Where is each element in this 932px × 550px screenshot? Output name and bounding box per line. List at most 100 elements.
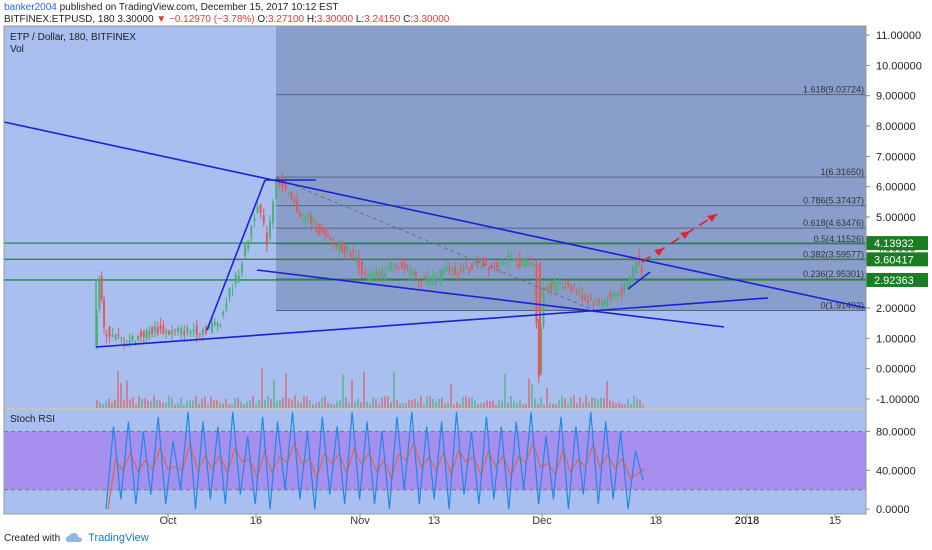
volume-bar	[207, 404, 209, 408]
volume-bar	[573, 395, 575, 408]
candle-body	[349, 254, 352, 259]
volume-bar	[636, 398, 638, 408]
volume-bar	[408, 400, 410, 408]
candle-body	[473, 260, 476, 265]
volume-bar	[237, 397, 239, 408]
price-badge-label: 4.13932	[874, 238, 914, 250]
candle-body	[189, 331, 192, 334]
candle-body	[406, 266, 409, 268]
trendline	[206, 179, 266, 331]
candle-body	[153, 325, 156, 332]
price-badge	[866, 272, 928, 287]
volume-bar	[306, 396, 308, 408]
candle-body	[275, 181, 278, 198]
candle-body	[128, 340, 131, 344]
y-tick-label: 11.00000	[876, 30, 921, 42]
volume-bar	[501, 400, 503, 408]
volume-bar	[111, 402, 113, 408]
candle-body	[114, 334, 117, 340]
fib-box	[276, 26, 866, 311]
candle-body	[459, 268, 462, 270]
candle-body	[340, 242, 343, 252]
volume-bar	[282, 397, 284, 408]
volume-bar	[384, 396, 386, 408]
volume-bar	[582, 402, 584, 408]
candle-body	[606, 297, 609, 301]
volume-bar	[564, 398, 566, 408]
candle-body	[389, 261, 392, 271]
candle-body	[428, 278, 431, 284]
candle-body	[139, 331, 142, 337]
volume-bar	[372, 397, 374, 408]
volume-bar	[420, 395, 422, 408]
candle-body	[540, 329, 543, 373]
volume-bar	[519, 399, 521, 408]
candle-body	[468, 268, 471, 271]
candle-body	[211, 322, 214, 333]
candle-body	[567, 282, 570, 286]
volume-bar	[462, 396, 464, 408]
volume-bar	[168, 395, 170, 408]
volume-bar	[576, 403, 578, 408]
volume-bar	[405, 402, 407, 408]
author-link[interactable]: banker2004	[4, 2, 57, 13]
candle-body	[521, 259, 524, 266]
volume-bar	[135, 404, 137, 408]
volume-bar	[561, 395, 563, 408]
volume-bar	[516, 403, 518, 408]
candle-body	[395, 264, 398, 269]
price-chart[interactable]: 1.618(9.03724) 1(6.31650) 0.786(5.37437) 0.…	[0, 0, 932, 530]
candle-body	[205, 326, 208, 334]
volume-bar	[489, 401, 491, 408]
x-tick-label: 2018	[735, 515, 759, 527]
candle-body	[231, 290, 234, 292]
volume-bar	[321, 397, 323, 408]
candle-body	[386, 266, 389, 268]
volume-bar	[579, 397, 581, 408]
volume-bar	[276, 401, 278, 408]
volume-bar	[432, 398, 434, 408]
y-tick-label: 10.00000	[876, 60, 922, 72]
candle-body	[142, 331, 145, 338]
candle-body	[544, 288, 547, 291]
candle-body	[628, 276, 631, 287]
candle-body	[542, 288, 545, 326]
candle-body	[360, 260, 363, 275]
candle-body	[259, 204, 262, 213]
volume-bar	[606, 380, 608, 408]
volume-bar	[162, 402, 164, 408]
candle-body	[137, 335, 140, 341]
candle-body	[329, 238, 332, 240]
volume-bar	[588, 401, 590, 408]
tradingview-brand[interactable]: TradingView	[88, 532, 149, 544]
candle-body	[352, 249, 355, 252]
volume-bar	[198, 403, 200, 408]
volume-bar	[129, 399, 131, 408]
volume-bar	[189, 400, 191, 408]
candle-body	[400, 262, 403, 268]
candle-body	[487, 267, 490, 270]
fib-level-label: 0.236(2.95301)	[803, 269, 864, 279]
volume-bar	[339, 400, 341, 408]
candle-body	[134, 341, 137, 343]
candle-body	[561, 285, 564, 289]
published-text: published on TradingView.com, December 1…	[59, 2, 339, 13]
candle-body	[192, 330, 195, 332]
volume-bar	[390, 402, 392, 408]
candle-body	[108, 326, 111, 337]
rsi-title: Stoch RSI	[10, 414, 55, 425]
volume-bar	[570, 397, 572, 408]
volume-bar	[213, 400, 215, 408]
volume-bar	[294, 395, 296, 408]
series-title: ETP / Dollar, 180, BITFINEX	[10, 32, 136, 43]
volume-bar	[483, 402, 485, 408]
candle-body	[640, 269, 643, 273]
candle-body	[383, 273, 386, 278]
volume-bar	[546, 387, 548, 408]
rsi-band	[4, 431, 866, 490]
volume-bar	[348, 402, 350, 408]
candle-body	[437, 276, 440, 278]
candle-body	[558, 279, 561, 284]
candle-body	[493, 266, 496, 268]
candle-body	[278, 182, 281, 186]
